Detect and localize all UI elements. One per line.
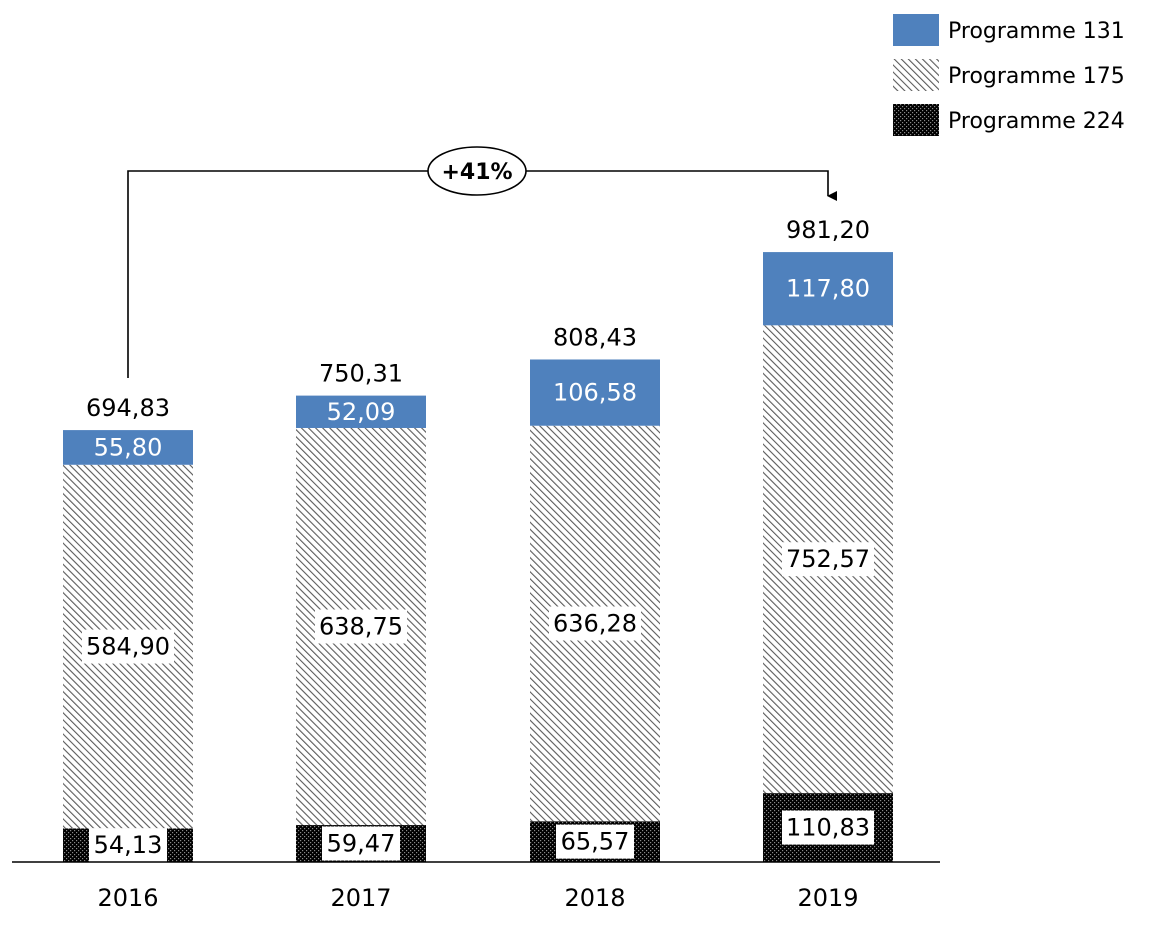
x-tick-labels: 2016 2017 2018 2019: [97, 884, 858, 912]
growth-percentage-label: +41%: [441, 160, 512, 185]
data-label-box-programme-175-2019: [782, 542, 874, 577]
data-label-programme-131-2019: 117,80: [786, 275, 870, 303]
data-label-programme-131-2016: 55,80: [94, 433, 163, 461]
data-label-programme-224-2017: 59,47: [327, 830, 396, 858]
data-label-programme-175-2017: 638,75: [319, 613, 403, 641]
data-label-programme-175-2018: 636,28: [553, 609, 637, 637]
data-label-programme-224-2019: 110,83: [786, 814, 870, 842]
legend-swatch-programme-131: [893, 14, 939, 46]
total-label-2018: 808,43: [553, 323, 637, 351]
x-tick-label-2018: 2018: [564, 884, 625, 912]
legend-swatch-programme-175: [893, 59, 939, 91]
x-tick-label-2019: 2019: [797, 884, 858, 912]
total-label-2019: 981,20: [786, 216, 870, 244]
legend: Programme 131 Programme 175 Programme 224: [893, 14, 1125, 136]
data-label-box-programme-175-2017: [315, 609, 407, 644]
data-label-box-programme-175-2018: [549, 606, 641, 641]
legend-swatch-programme-224: [893, 104, 939, 136]
data-label-programme-131-2017: 52,09: [327, 398, 396, 426]
legend-label-programme-131: Programme 131: [948, 19, 1125, 44]
bar-segment-programme-131-2017: [296, 395, 426, 428]
data-label-box-programme-175-2016: [82, 629, 174, 664]
data-label-programme-131-2018: 106,58: [553, 379, 637, 407]
data-label-programme-224-2018: 65,57: [561, 828, 630, 856]
bar-segment-programme-131-2019: [763, 252, 893, 326]
data-label-programme-175-2019: 752,57: [786, 545, 870, 573]
data-label-box-programme-224-2019: [782, 810, 874, 845]
growth-annotation: +41%: [127, 146, 837, 378]
data-label-programme-224-2016: 54,13: [94, 831, 163, 859]
x-tick-label-2017: 2017: [330, 884, 391, 912]
labels-layer: 54,13 584,90 55,80 694,83 59,47 638,75 52,09 75…: [82, 216, 874, 863]
x-tick-label-2016: 2016: [97, 884, 158, 912]
bar-segment-programme-131-2016: [63, 430, 193, 465]
bar-segment-programme-131-2018: [530, 359, 660, 426]
data-label-box-programme-224-2017: [322, 826, 400, 861]
data-label-box-programme-224-2016: [89, 828, 167, 863]
growth-bracket-line: [127, 170, 837, 378]
data-label-box-programme-224-2018: [556, 824, 634, 859]
data-label-programme-175-2016: 584,90: [86, 633, 170, 661]
total-label-2017: 750,31: [319, 360, 403, 388]
total-label-2016: 694,83: [86, 394, 170, 422]
growth-badge: [427, 146, 527, 196]
bars-layer: [63, 252, 893, 862]
legend-label-programme-224: Programme 224: [948, 109, 1125, 134]
legend-label-programme-175: Programme 175: [948, 64, 1125, 89]
